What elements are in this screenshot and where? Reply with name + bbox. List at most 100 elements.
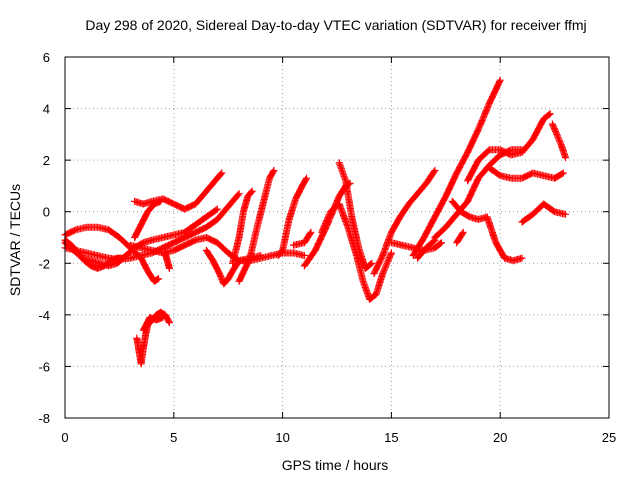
data-point <box>303 174 310 182</box>
data-point <box>361 260 375 272</box>
x-tick-label: 15 <box>384 430 398 445</box>
data-point <box>131 222 144 241</box>
data-point <box>105 226 122 241</box>
data-point <box>218 169 226 177</box>
data-point <box>540 111 553 123</box>
y-tick-label: -8 <box>38 411 50 426</box>
series-arc-12 <box>235 167 278 285</box>
series-arc-17 <box>318 200 395 303</box>
x-tick-label: 25 <box>602 430 616 445</box>
data-point <box>274 247 286 259</box>
y-tick-label: -4 <box>38 308 50 323</box>
data-point <box>300 248 318 270</box>
data-point <box>292 183 305 203</box>
data-point <box>202 234 220 246</box>
data-point <box>144 201 157 216</box>
series-arc-6 <box>131 169 226 213</box>
data-point <box>372 271 386 298</box>
data-point <box>202 246 216 263</box>
series-arc-4 <box>61 236 128 272</box>
data-point <box>431 194 449 221</box>
data-point <box>202 175 220 195</box>
series-arc-13 <box>229 187 256 267</box>
data-point <box>220 276 231 288</box>
data-point <box>235 190 243 198</box>
series-arc-25 <box>485 164 567 182</box>
y-tick-label: 6 <box>43 50 50 65</box>
data-point <box>359 277 373 302</box>
chart-title: Day 298 of 2020, Sidereal Day-to-day VTE… <box>85 17 586 33</box>
data-point <box>529 201 547 218</box>
series-arc-1 <box>61 223 163 285</box>
data-point <box>422 168 438 187</box>
data-point <box>353 252 367 284</box>
data-point <box>239 194 251 216</box>
data-point <box>192 214 209 229</box>
data-point <box>540 200 557 215</box>
data-point <box>459 228 467 236</box>
data-point <box>259 176 273 208</box>
data-point <box>457 208 472 220</box>
data-point <box>235 256 253 285</box>
data-point <box>409 235 427 259</box>
data-point <box>342 177 356 222</box>
data-point <box>165 264 173 272</box>
data-point <box>420 214 438 241</box>
data-point <box>496 76 504 84</box>
data-point <box>559 169 567 177</box>
data-point <box>453 150 471 177</box>
data-point <box>366 291 379 303</box>
data-point <box>557 141 569 160</box>
data-point <box>562 210 569 218</box>
series-arc-7 <box>131 197 165 241</box>
data-point <box>431 240 444 252</box>
data-point <box>335 200 351 230</box>
data-point <box>279 217 293 254</box>
data-point <box>202 216 220 231</box>
y-tick-label: -2 <box>38 256 50 271</box>
data-point <box>229 258 242 275</box>
data-point <box>181 229 198 241</box>
data-point <box>213 204 231 223</box>
data-point <box>368 259 376 267</box>
data-point <box>546 110 554 118</box>
series-arc-19 <box>370 167 439 278</box>
data-point <box>344 223 360 258</box>
data-point <box>485 78 504 107</box>
data-point <box>159 195 176 207</box>
series-arc-16 <box>290 228 315 249</box>
data-point <box>74 249 88 264</box>
data-point <box>224 191 242 211</box>
data-point <box>551 170 566 182</box>
series-arc-14 <box>274 174 310 259</box>
series-arc-10 <box>161 249 173 272</box>
series-arc-26 <box>518 200 569 226</box>
data-point <box>244 188 255 200</box>
data-point <box>213 239 231 256</box>
data-point <box>270 167 278 174</box>
data-point <box>300 252 308 259</box>
x-axis-label: GPS time / hours <box>282 457 389 473</box>
data-point <box>159 313 167 321</box>
data-point <box>518 254 526 262</box>
data-point <box>307 228 315 236</box>
data-point <box>483 213 499 245</box>
series-arc-21 <box>409 76 504 259</box>
data-point <box>405 191 420 208</box>
data-point <box>414 245 429 262</box>
data-point <box>157 197 165 205</box>
series-arc-24 <box>464 110 554 185</box>
data-point <box>213 170 225 182</box>
data-point <box>246 227 260 262</box>
data-point <box>387 214 403 236</box>
data-point <box>562 154 569 162</box>
data-point <box>396 201 412 221</box>
data-point <box>448 197 464 215</box>
data-point <box>137 209 151 229</box>
data-point <box>209 257 223 276</box>
data-point <box>298 176 310 190</box>
x-tick-label: 0 <box>61 430 68 445</box>
data-point <box>253 202 267 234</box>
series-arc-28 <box>453 228 467 247</box>
